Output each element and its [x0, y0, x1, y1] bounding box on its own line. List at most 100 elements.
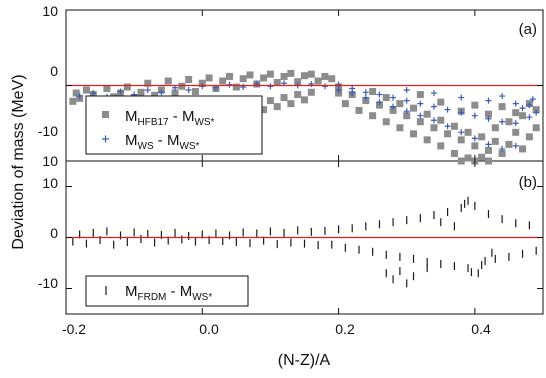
panel-a-hfb-point-66	[410, 130, 418, 138]
panel-a-hfb-point-62	[382, 118, 390, 126]
panel-a-hfb-point-38	[314, 77, 322, 85]
panel-a-hfb-point-25	[226, 72, 234, 80]
panel-a-hfb-point-20	[191, 88, 199, 96]
panel-a-hfb-point-98	[416, 91, 424, 99]
panel-a-ws-point-24	[390, 103, 397, 110]
panel-a-hfb-point-82	[519, 145, 527, 153]
panel-a-hfb-point-13	[144, 79, 152, 87]
panel-a-hfb-point-51	[287, 100, 295, 108]
panel-a-hfb-point-103	[498, 103, 506, 111]
panel-b-ytick-label-top: 10	[42, 175, 58, 191]
panel-a-ws-point-49	[430, 90, 437, 97]
reference-lines	[66, 84, 543, 239]
panel-a-ytick-label-top: 10	[42, 3, 58, 19]
panel-a-hfb-point-68	[423, 136, 431, 144]
panel-a-hfb-point-63	[389, 106, 397, 114]
panel-a-hfb-point-94	[491, 124, 499, 132]
panel-b-legend-box	[85, 275, 249, 307]
panel-a-hfb-point-24	[219, 77, 227, 85]
panel-a-ws-point-45	[499, 118, 506, 125]
panel-a-ws-point-38	[403, 97, 410, 104]
panel-a-ws-point-32	[499, 145, 506, 152]
panel-a-ws-point-1	[90, 90, 97, 97]
panel-a-hfb-point-56	[341, 100, 349, 108]
panel-a-hfb-point-89	[423, 110, 431, 118]
panel-a-hfb-point-74	[464, 154, 472, 162]
legend-hfb-label: MHFB17 - MWS*	[125, 108, 215, 128]
panel-a-hfb-point-40	[328, 75, 336, 83]
panel-a-ws-point-31	[485, 141, 492, 148]
panel-a-hfb-point-59	[362, 97, 370, 105]
panel-a-hfb-point-76	[478, 153, 486, 161]
panel-a-ws-point-18	[321, 83, 328, 90]
panel-a-hfb-point-93	[478, 133, 486, 141]
panel-a-hfb-point-102	[484, 110, 492, 118]
panel-a-ws-point-40	[430, 103, 437, 110]
panel-a-hfb-point-28	[246, 71, 254, 79]
panel-a-ws-point-33	[512, 142, 519, 149]
panel-a-hfb-point-54	[307, 88, 315, 96]
panel-a-label: (a)	[519, 21, 537, 38]
panel-a-hfb-point-39	[321, 72, 329, 80]
panel-a-ws-point-39	[417, 100, 424, 107]
panel-a-hfb-point-37	[307, 70, 315, 78]
panel-a-hfb-point-88	[410, 104, 418, 112]
panel-a-hfb-point-104	[512, 109, 520, 117]
legend-hfb-marker	[102, 111, 109, 118]
panel-a-ws-point-27	[430, 117, 437, 124]
panel-a-hfb-point-58	[355, 106, 363, 114]
panel-a-hfb-point-79	[498, 149, 506, 157]
panel-a-hfb-point-27	[239, 75, 247, 83]
panel-a-ws-point-20	[335, 87, 342, 94]
panel-a-hfb-point-67	[416, 118, 424, 126]
panel-a-hfb-point-53	[301, 96, 308, 104]
legend-frdm-label: MFRDM - MWS*	[125, 283, 212, 303]
panel-a-ws-point-53	[512, 100, 519, 107]
panel-a-ws-point-43	[471, 112, 478, 119]
panel-a-hfb-point-32	[273, 78, 281, 86]
panel-a-hfb-point-86	[382, 94, 390, 102]
panel-a-ws-point-36	[376, 91, 383, 98]
panel-a-hfb-point-71	[444, 130, 452, 138]
axis-ticks	[65, 9, 543, 314]
y-axis-title: Deviation of mass (MeV)	[10, 74, 27, 249]
panel-a-ws-point-9	[199, 83, 206, 90]
panel-a-hfb-point-92	[464, 128, 472, 136]
panel-a-hfb-point-73	[457, 136, 465, 144]
panel-a-hfb-point-22	[205, 74, 213, 82]
panel-a-hfb-point-75	[471, 142, 479, 150]
panel-a-hfb-point-3	[82, 86, 90, 94]
panel-a-hfb-point-64	[396, 124, 404, 132]
panel-a-ws-point-34	[349, 85, 356, 92]
panel-a-hfb-point-80	[505, 140, 513, 148]
panel-b-label: (b)	[519, 174, 537, 191]
panel-a-ytick-label-low: -10	[38, 123, 58, 139]
panel-a-hfb-point-108	[484, 157, 492, 165]
panel-a-hfb-point-85	[369, 88, 377, 96]
panel-a-hfb-point-69	[430, 124, 438, 132]
panel-b-ytick-label-mid: 0	[50, 225, 58, 241]
panel-a-hfb-point-36	[301, 72, 308, 80]
panel-a-hfb-point-52	[294, 91, 302, 99]
panel-a-ws-point-3	[117, 88, 124, 95]
panel-a-ws-point-44	[485, 115, 492, 122]
panel-a-ws-point-57	[529, 96, 536, 103]
panel-a-ws-point-30	[471, 135, 478, 142]
panel-a-ws-point-6	[158, 89, 165, 96]
panel-a-hfb-point-12	[137, 88, 145, 96]
panel-a-hfb-point-95	[505, 118, 513, 126]
xtick-label-04: 0.4	[471, 321, 491, 337]
panel-a-ws-point-0	[76, 93, 83, 100]
panel-a-hfb-point-19	[185, 75, 193, 83]
panel-a-hfb-point-21	[198, 79, 206, 87]
panel-a-hfb-point-17	[171, 89, 179, 97]
panel-a-ws-point-47	[526, 114, 533, 121]
panel-a-ytick-label-bottom: 10	[42, 153, 58, 169]
panel-a-hfb-point-90	[437, 116, 445, 124]
panel-a-hfb-point-107	[457, 157, 465, 165]
panel-a-ws-point-50	[458, 94, 465, 101]
panel-a-hfb-point-72	[450, 149, 458, 157]
panel-a-hfb-point-96	[519, 112, 527, 120]
panel-a-hfb-point-70	[437, 142, 445, 150]
